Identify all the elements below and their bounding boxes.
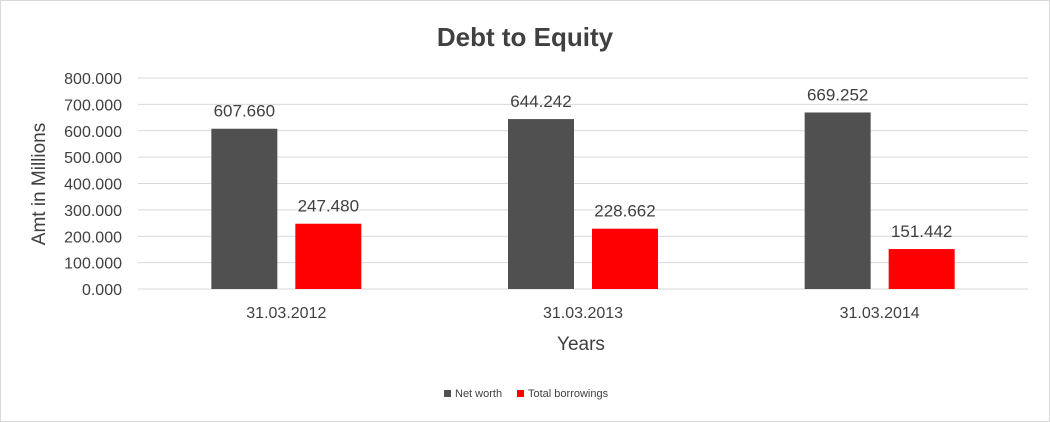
bar — [295, 223, 362, 289]
chart-title: Debt to Equity — [437, 22, 614, 52]
legend: Net worth Total borrowings — [444, 388, 609, 400]
y-tick-label: 200.000 — [64, 229, 122, 246]
legend-label: Net worth — [455, 388, 502, 400]
y-tick-label: 300.000 — [64, 203, 122, 220]
data-label: 228.662 — [594, 202, 655, 221]
y-tick-label: 400.000 — [64, 177, 122, 194]
y-tick-label: 600.000 — [64, 124, 122, 141]
x-axis-title: Years — [557, 334, 605, 355]
legend-swatch — [444, 390, 451, 397]
bar — [508, 119, 574, 289]
data-label: 644.242 — [510, 92, 571, 111]
data-label: 607.660 — [214, 102, 275, 121]
y-tick-label: 800.000 — [64, 71, 122, 88]
y-tick-label: 700.000 — [64, 97, 122, 114]
x-tick-label: 31.03.2012 — [246, 305, 326, 322]
y-tick-label: 100.000 — [64, 256, 122, 273]
data-label: 669.252 — [807, 85, 868, 104]
x-tick-label: 31.03.2013 — [543, 305, 623, 322]
legend-label: Total borrowings — [528, 388, 609, 400]
bar — [804, 112, 871, 289]
data-label: 151.442 — [891, 222, 952, 241]
x-tick-label: 31.03.2014 — [840, 305, 920, 322]
data-label: 247.480 — [298, 197, 359, 216]
gridlines — [138, 77, 1028, 290]
y-tick-label: 500.000 — [64, 150, 122, 167]
y-axis-title: Amt in Millions — [29, 123, 50, 245]
bar — [888, 249, 955, 289]
data-labels: 607.660 247.480 644.242 228.662 669.252 151.4… — [214, 85, 953, 241]
bar — [211, 128, 278, 289]
bar — [592, 228, 658, 289]
y-axis-ticks: 0.000 100.000 200.000 300.000 400.000 500.000… — [64, 71, 122, 299]
legend-swatch — [517, 390, 524, 397]
y-tick-label: 0.000 — [82, 282, 122, 299]
bars — [211, 112, 955, 289]
x-axis-ticks: 31.03.2012 31.03.2013 31.03.2014 — [246, 305, 920, 322]
